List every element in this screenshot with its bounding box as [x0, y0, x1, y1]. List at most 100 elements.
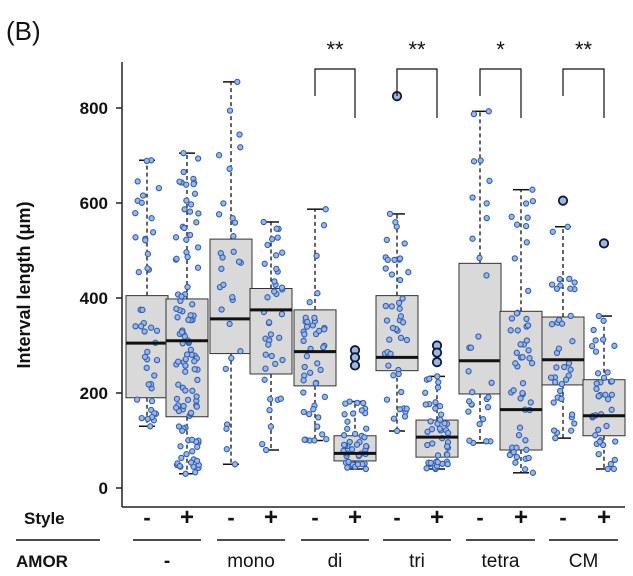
data-point	[300, 377, 307, 384]
data-point	[345, 458, 352, 466]
data-point	[523, 446, 530, 453]
data-point	[234, 78, 241, 86]
data-point	[399, 295, 406, 302]
data-point	[432, 399, 439, 406]
data-point	[569, 338, 576, 345]
data-point	[182, 355, 189, 363]
data-point	[392, 219, 399, 226]
outlier-point	[431, 347, 443, 358]
data-point	[277, 395, 285, 402]
data-point	[304, 318, 311, 326]
data-point	[143, 157, 150, 165]
data-point	[354, 399, 361, 407]
data-point	[273, 225, 280, 232]
amor-row-label: AMOR	[16, 552, 68, 571]
data-point	[604, 369, 611, 376]
data-point	[172, 404, 180, 411]
data-point	[151, 372, 158, 379]
data-point	[611, 456, 619, 464]
data-point	[320, 222, 328, 229]
data-point	[142, 237, 149, 244]
y-tick-label: 400	[80, 289, 108, 308]
data-point	[396, 255, 404, 262]
data-point	[514, 327, 521, 334]
data-point	[278, 284, 286, 291]
data-point	[436, 403, 444, 410]
data-point	[571, 279, 578, 286]
data-point	[184, 253, 191, 261]
data-point	[145, 381, 152, 388]
data-point	[434, 373, 441, 380]
data-point	[525, 347, 532, 354]
data-point	[186, 231, 194, 239]
y-axis-label: Interval length (μm)	[14, 201, 34, 368]
data-point	[396, 305, 403, 312]
style-label: +	[430, 504, 444, 531]
data-point	[191, 190, 199, 197]
box-tri-style-plus: +	[415, 340, 459, 531]
style-label: +	[180, 504, 194, 531]
data-point	[469, 235, 476, 242]
data-point	[181, 224, 188, 232]
data-point	[390, 372, 397, 379]
data-point	[512, 360, 519, 367]
data-point	[194, 244, 202, 251]
style-label: -	[143, 505, 150, 530]
data-point	[189, 448, 196, 455]
data-point	[362, 465, 370, 473]
data-point	[513, 310, 521, 317]
data-point	[183, 236, 190, 243]
data-point	[422, 389, 429, 396]
data-point	[143, 364, 150, 372]
data-point	[426, 375, 433, 382]
data-point	[519, 354, 526, 361]
data-point	[300, 337, 307, 345]
data-point	[259, 440, 266, 448]
data-point	[603, 422, 610, 430]
data-point	[469, 388, 476, 396]
data-point	[477, 157, 484, 164]
data-point	[524, 322, 532, 329]
data-point	[594, 370, 602, 377]
data-point	[144, 250, 152, 258]
data-point	[610, 465, 618, 473]
data-point	[362, 443, 370, 450]
style-label: +	[597, 504, 611, 531]
data-point	[220, 281, 227, 288]
data-point	[525, 287, 532, 295]
data-point	[230, 233, 237, 240]
data-point	[548, 281, 556, 288]
data-point	[401, 240, 408, 247]
data-point	[194, 264, 202, 271]
data-point	[220, 200, 227, 207]
outlier-point	[557, 195, 569, 206]
data-point	[485, 394, 492, 401]
box-mono-style-minus: -	[209, 78, 253, 530]
data-point	[193, 393, 200, 400]
data-point	[300, 408, 307, 416]
data-point	[322, 206, 329, 213]
data-point	[353, 441, 361, 448]
data-point	[183, 197, 190, 204]
box-tetra-style-minus: -	[458, 108, 502, 530]
data-point	[279, 356, 286, 364]
data-point	[215, 211, 223, 218]
data-point	[556, 275, 563, 283]
data-point	[385, 362, 392, 369]
data-point	[384, 256, 391, 264]
data-point	[268, 352, 275, 360]
data-point	[173, 305, 180, 312]
data-point	[600, 317, 607, 324]
data-point	[148, 397, 156, 405]
data-point	[132, 323, 139, 330]
data-point	[235, 258, 243, 265]
data-point	[175, 358, 182, 365]
data-point	[513, 221, 521, 228]
data-point	[342, 400, 349, 407]
data-point	[138, 414, 145, 422]
data-point	[513, 444, 520, 451]
data-point	[279, 249, 286, 256]
data-point	[344, 418, 351, 425]
data-point	[340, 432, 348, 439]
data-point	[182, 362, 189, 369]
